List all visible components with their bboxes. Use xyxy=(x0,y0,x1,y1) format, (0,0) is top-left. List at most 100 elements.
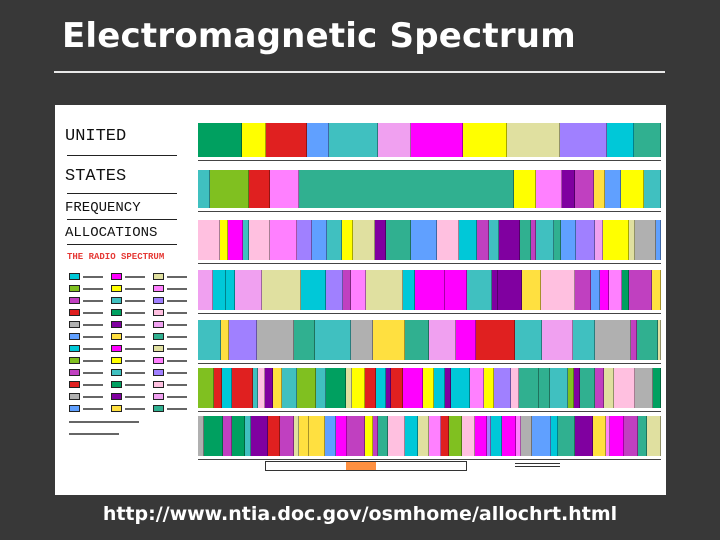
band-segment xyxy=(604,368,614,408)
band-segment xyxy=(198,270,213,310)
band-segment xyxy=(499,220,520,260)
legend-entry xyxy=(83,408,103,410)
legend-entry xyxy=(125,408,145,410)
band-segment xyxy=(243,220,249,260)
band-segment xyxy=(511,368,519,408)
band-segment xyxy=(470,368,484,408)
band-segment xyxy=(366,270,403,310)
band-segment xyxy=(213,270,226,310)
legend-swatch xyxy=(111,405,122,412)
band-segment xyxy=(437,220,459,260)
band-segment xyxy=(514,170,536,208)
chart-footer-scale xyxy=(265,457,565,475)
band-segment xyxy=(232,368,253,408)
footer-spectrum-strip xyxy=(265,461,467,471)
band-segment xyxy=(477,220,489,260)
band-segment xyxy=(554,220,561,260)
band-segment xyxy=(327,220,342,260)
legend-swatch xyxy=(153,273,164,280)
legend-swatch xyxy=(69,333,80,340)
legend-note xyxy=(69,433,119,435)
band-segment xyxy=(463,123,507,157)
band-segment xyxy=(251,416,268,456)
band-segment xyxy=(386,368,391,408)
band-segment xyxy=(575,170,594,208)
legend-entry xyxy=(167,408,187,410)
legend-note xyxy=(69,421,139,423)
band-segment xyxy=(352,368,365,408)
band-segment xyxy=(456,320,476,360)
band-segment xyxy=(378,416,388,456)
band-segment xyxy=(516,416,521,456)
band-segment xyxy=(445,270,467,310)
heading-rule xyxy=(67,193,177,194)
band-segment xyxy=(223,416,232,456)
band-segment xyxy=(270,220,297,260)
band-segment xyxy=(576,220,595,260)
band-segment xyxy=(249,220,270,260)
band-segment xyxy=(521,416,532,456)
source-url[interactable]: http://www.ntia.doc.gov/osmhome/allochrt… xyxy=(102,503,618,525)
band-segment xyxy=(204,416,223,456)
band-segment xyxy=(411,220,437,260)
band-segment xyxy=(405,416,418,456)
band-segment xyxy=(459,220,477,260)
footer-notes xyxy=(515,463,560,469)
legend-swatch xyxy=(153,321,164,328)
band-segment xyxy=(378,123,411,157)
band-segment xyxy=(198,416,204,456)
band-segment xyxy=(607,123,634,157)
band-segment xyxy=(198,320,221,360)
spectrum-band-rows xyxy=(198,120,661,460)
band-segment xyxy=(467,270,492,310)
band-segment xyxy=(561,220,576,260)
heading-frequency: FREQUENCY xyxy=(65,200,141,216)
legend-entry xyxy=(83,312,103,314)
heading-rule xyxy=(67,219,177,220)
band-segment xyxy=(210,170,249,208)
band-segment xyxy=(294,320,315,360)
band-segment xyxy=(614,368,635,408)
band-segment xyxy=(502,416,516,456)
band-segment xyxy=(653,368,661,408)
band-segment xyxy=(365,416,373,456)
band-segment xyxy=(249,170,270,208)
legend-entry xyxy=(167,276,187,278)
band-segment xyxy=(647,416,661,456)
legend-swatch xyxy=(111,309,122,316)
band-segment xyxy=(449,416,462,456)
band-row-axis xyxy=(198,263,661,264)
band-segment xyxy=(273,368,282,408)
band-segment xyxy=(629,220,635,260)
band-row xyxy=(198,123,661,157)
radio-spectrum-label: THE RADIO SPECTRUM xyxy=(67,252,165,262)
band-segment xyxy=(226,270,235,310)
legend-entry xyxy=(167,360,187,362)
band-segment xyxy=(297,368,316,408)
legend-swatch xyxy=(111,369,122,376)
legend-entry xyxy=(83,276,103,278)
band-segment xyxy=(489,220,499,260)
band-row xyxy=(198,368,661,408)
band-row xyxy=(198,320,661,360)
legend-entry xyxy=(83,324,103,326)
legend-entry xyxy=(125,360,145,362)
band-segment xyxy=(299,416,309,456)
band-segment xyxy=(376,368,386,408)
band-segment xyxy=(575,270,591,310)
legend-swatch xyxy=(111,381,122,388)
band-segment xyxy=(507,123,560,157)
band-segment xyxy=(297,220,312,260)
title-divider xyxy=(54,71,665,73)
legend-swatch xyxy=(111,273,122,280)
legend-entry xyxy=(83,360,103,362)
band-segment xyxy=(558,416,575,456)
legend-swatch xyxy=(111,345,122,352)
heading-allocations: ALLOCATIONS xyxy=(65,225,158,241)
band-segment xyxy=(325,416,336,456)
band-segment xyxy=(536,170,562,208)
band-segment xyxy=(329,123,378,157)
band-segment xyxy=(575,416,593,456)
band-segment xyxy=(423,368,434,408)
band-segment xyxy=(282,368,297,408)
